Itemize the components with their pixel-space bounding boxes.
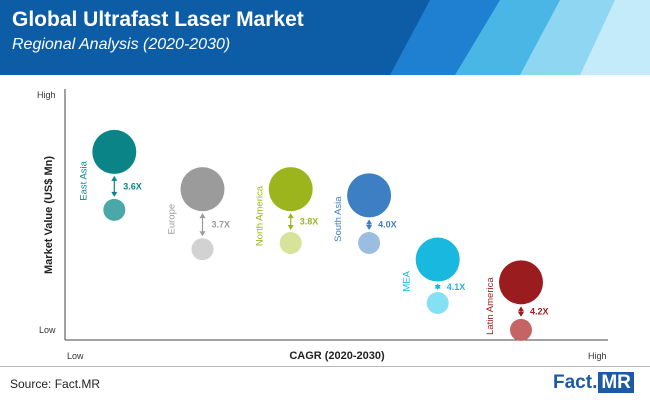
europe-bubble-2030 bbox=[180, 167, 225, 212]
north-america-arrow-down bbox=[287, 224, 294, 230]
south-asia-arrow-down bbox=[366, 224, 373, 230]
mea-growth-ratio: 4.1X bbox=[447, 282, 466, 292]
east-asia-bubble-2030 bbox=[92, 129, 137, 174]
latin-america-region-label: Latin America bbox=[485, 277, 496, 335]
europe-region-label: Europe bbox=[167, 204, 178, 235]
header-banner bbox=[0, 0, 650, 75]
factmr-logo: Fact. MR bbox=[553, 371, 645, 395]
y-tick-high: High bbox=[37, 90, 56, 100]
east-asia-bubble-2020 bbox=[103, 198, 126, 221]
east-asia-arrow-up bbox=[111, 175, 118, 181]
latin-america-bubble-2030 bbox=[499, 260, 543, 305]
europe-growth-ratio: 3.7X bbox=[212, 220, 231, 230]
y-axis-label: Market Value (US$ Mn) bbox=[43, 156, 55, 274]
footer-divider bbox=[0, 366, 650, 367]
south-asia-bubble-2030 bbox=[347, 173, 392, 218]
north-america-growth-ratio: 3.8X bbox=[300, 217, 319, 227]
chart-title: Global Ultrafast Laser Market bbox=[12, 8, 304, 31]
mea-region-label: MEA bbox=[402, 270, 413, 291]
bubble-chart: High Low Low High CAGR (2020-2030) Marke… bbox=[37, 89, 608, 362]
north-america-bubble-2030 bbox=[268, 167, 313, 212]
logo-wordmark: Fact. MR bbox=[553, 371, 634, 395]
x-axis-label: CAGR (2020-2030) bbox=[289, 350, 385, 362]
latin-america-growth-ratio: 4.2X bbox=[530, 307, 549, 317]
x-tick-low: Low bbox=[67, 351, 84, 361]
europe-arrow-up bbox=[199, 213, 206, 219]
east-asia-growth-ratio: 3.6X bbox=[123, 181, 142, 191]
mea-bubble-2030 bbox=[415, 237, 460, 282]
chart-subtitle: Regional Analysis (2020-2030) bbox=[12, 36, 231, 53]
europe-bubble-2020 bbox=[191, 238, 214, 261]
south-asia-arrow-up bbox=[366, 219, 373, 225]
chart-header: Global Ultrafast Laser Market Regional A… bbox=[0, 0, 650, 75]
logo-accent-text: MR bbox=[598, 372, 634, 393]
north-america-bubble-2020 bbox=[279, 231, 302, 254]
south-asia-bubble-2020 bbox=[358, 231, 381, 254]
east-asia-region-label: East Asia bbox=[78, 160, 89, 200]
mea-arrow-down bbox=[434, 285, 441, 291]
south-asia-region-label: South Asia bbox=[333, 196, 344, 242]
east-asia-arrow-down bbox=[111, 191, 118, 197]
logo-main-text: Fact. bbox=[553, 372, 598, 393]
latin-america-arrow-up bbox=[518, 306, 524, 312]
europe-arrow-down bbox=[199, 231, 206, 237]
north-america-arrow-up bbox=[287, 213, 294, 219]
south-asia-growth-ratio: 4.0X bbox=[378, 220, 397, 230]
latin-america-arrow-down bbox=[518, 311, 524, 317]
header-accent-band-4 bbox=[580, 0, 650, 75]
y-tick-low: Low bbox=[39, 325, 56, 335]
mea-bubble-2020 bbox=[426, 292, 449, 315]
source-note: Source: Fact.MR bbox=[10, 377, 101, 391]
latin-america-bubble-2020 bbox=[510, 318, 532, 341]
chart-marks: 3.6X East Asia 3.7X Europe 3.8X North America… bbox=[78, 129, 549, 341]
x-tick-high: High bbox=[588, 351, 607, 361]
north-america-region-label: North America bbox=[255, 185, 266, 246]
